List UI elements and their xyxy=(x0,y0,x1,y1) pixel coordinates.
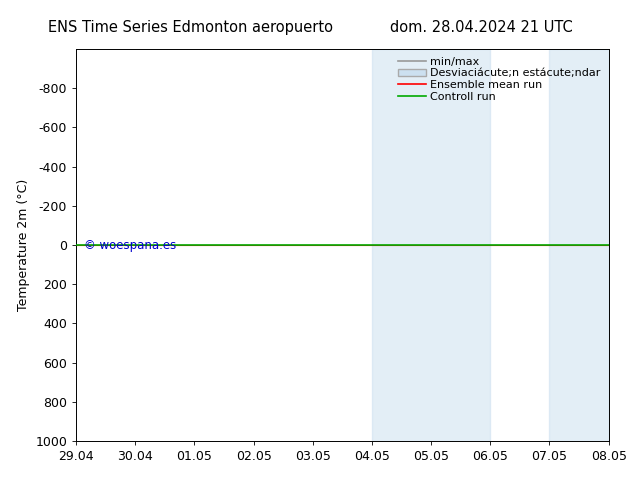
Text: ENS Time Series Edmonton aeropuerto: ENS Time Series Edmonton aeropuerto xyxy=(48,20,333,35)
Bar xyxy=(372,49,490,441)
Text: © woespana.es: © woespana.es xyxy=(84,239,176,251)
Y-axis label: Temperature 2m (°C): Temperature 2m (°C) xyxy=(16,179,30,311)
Bar xyxy=(550,49,609,441)
Text: dom. 28.04.2024 21 UTC: dom. 28.04.2024 21 UTC xyxy=(391,20,573,35)
Legend: min/max, Desviaciácute;n estácute;ndar, Ensemble mean run, Controll run: min/max, Desviaciácute;n estácute;ndar, … xyxy=(396,54,603,104)
